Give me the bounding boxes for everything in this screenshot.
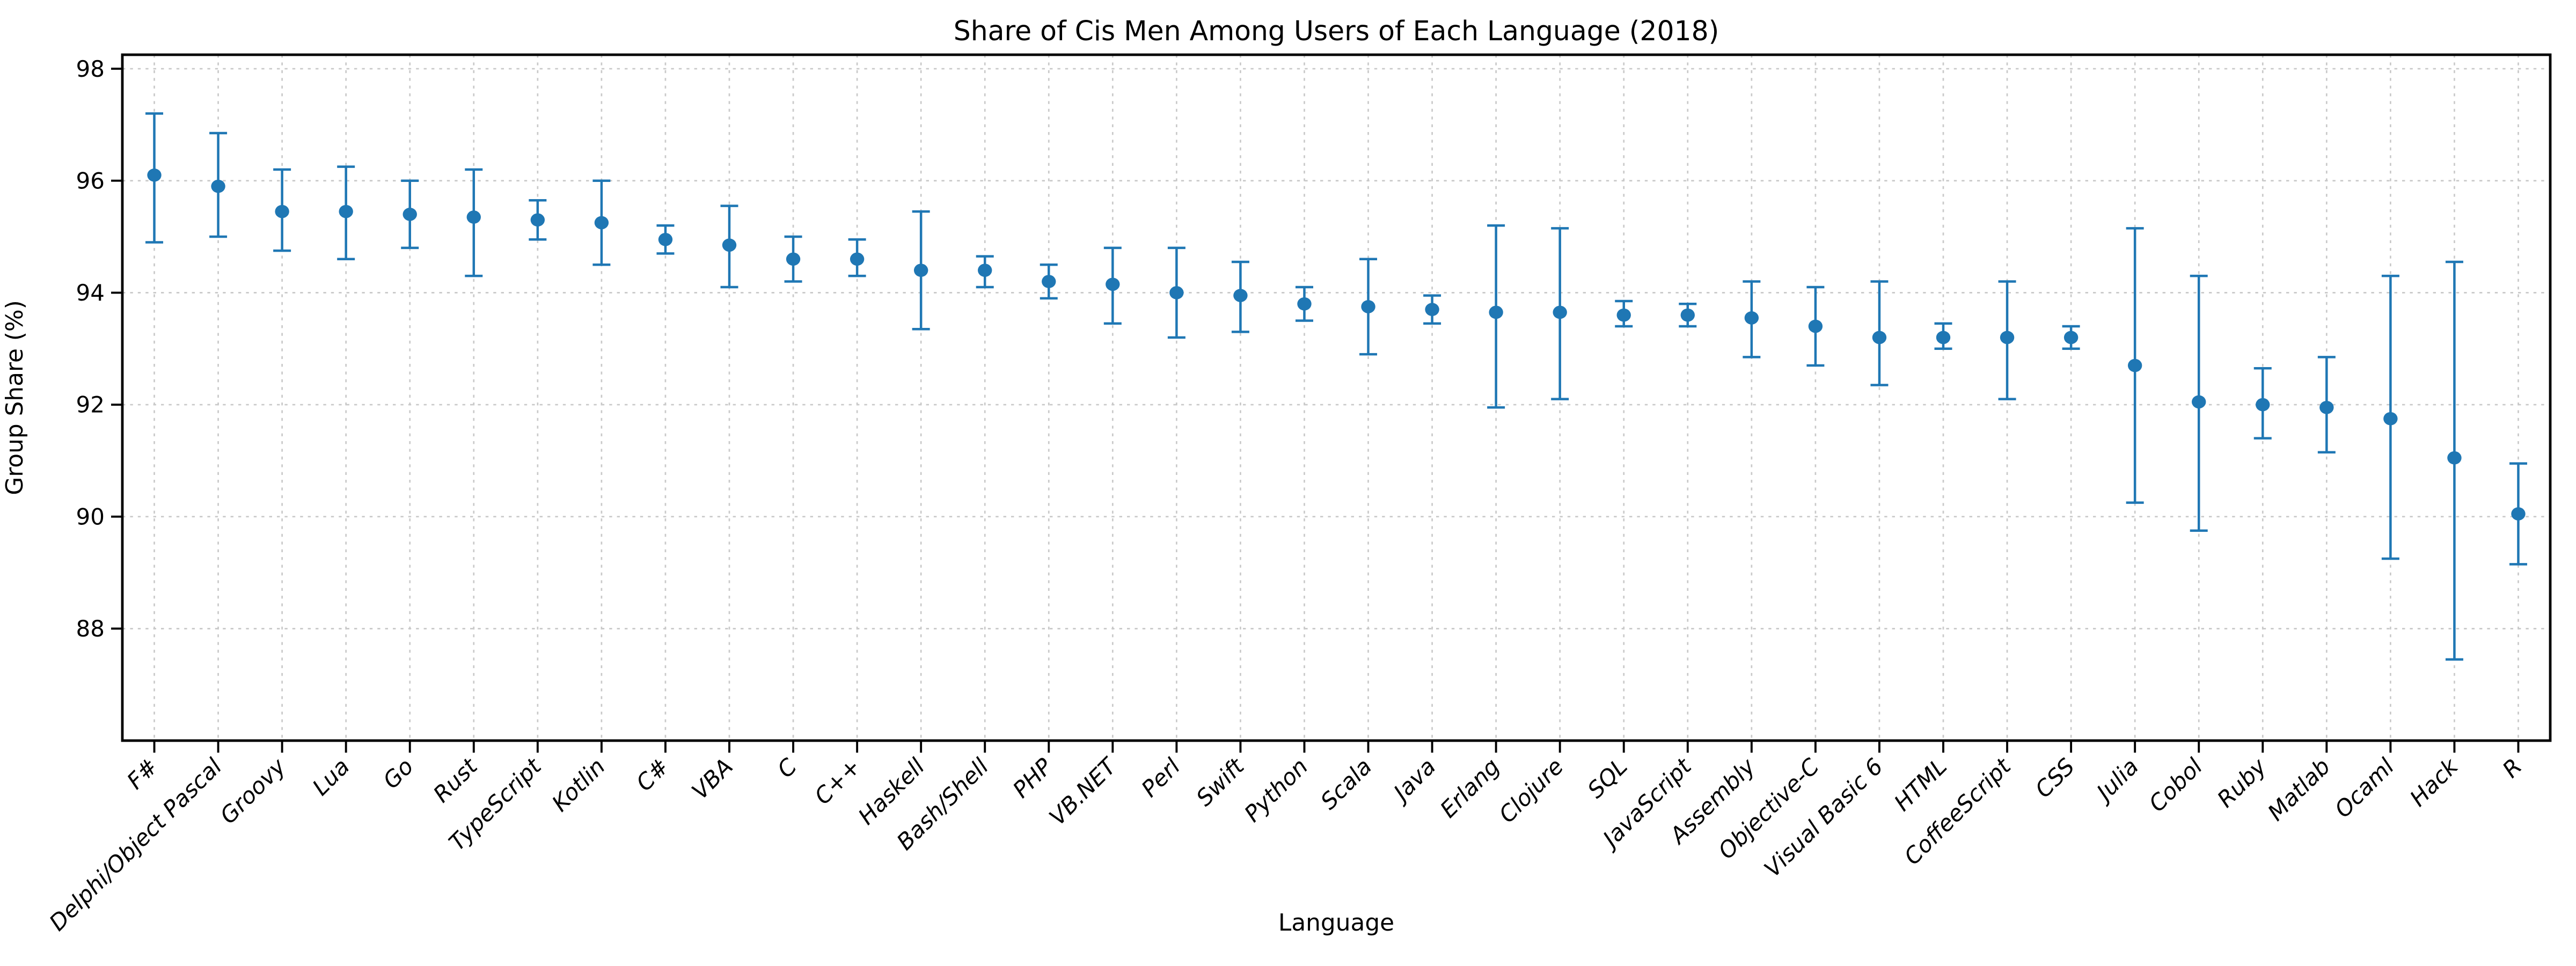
x-tick-label: Python xyxy=(1239,753,1313,827)
y-axis-label: Group Share (%) xyxy=(1,300,28,495)
x-tick-label: Swift xyxy=(1191,752,1249,811)
x-tick-label: F# xyxy=(122,753,163,794)
data-point-marker xyxy=(2319,400,2334,414)
data-point-marker xyxy=(530,213,545,227)
data-point-marker xyxy=(2063,331,2079,345)
x-tick-label: Erlang xyxy=(1435,753,1505,823)
data-point-marker xyxy=(1169,286,1184,299)
x-tick-label: Lua xyxy=(308,753,355,800)
data-point-marker xyxy=(402,208,417,221)
x-tick-label: Java xyxy=(1386,753,1440,808)
x-tick-label: Groovy xyxy=(215,753,291,829)
data-point-marker xyxy=(1425,303,1439,316)
data-point-marker xyxy=(1297,297,1312,311)
data-point-marker xyxy=(466,210,481,224)
x-tick-label: C xyxy=(772,753,802,783)
x-tick-label: Scala xyxy=(1315,753,1377,814)
x-axis-label: Language xyxy=(1278,909,1394,936)
data-point-marker xyxy=(339,204,353,218)
x-tick-label: PHP xyxy=(1008,753,1058,803)
y-tick-label: 92 xyxy=(76,392,105,418)
data-point-marker xyxy=(786,252,801,266)
data-point-marker xyxy=(1872,331,1887,345)
y-tick-label: 94 xyxy=(76,280,105,306)
x-tick-label: VBA xyxy=(686,753,738,804)
data-point-marker xyxy=(594,216,609,230)
x-tick-label: Visual Basic 6 xyxy=(1759,753,1888,882)
data-point-marker xyxy=(1744,311,1759,325)
x-tick-label: SQL xyxy=(1582,753,1632,803)
axes-frame xyxy=(121,53,2552,742)
x-tick-label: CSS xyxy=(2030,753,2080,803)
x-tick-label: Kotlin xyxy=(547,753,610,816)
data-point-marker xyxy=(1680,308,1695,322)
chart-title: Share of Cis Men Among Users of Each Lan… xyxy=(954,15,1719,47)
data-point-marker xyxy=(1936,331,1951,345)
y-tick-label: 88 xyxy=(76,616,105,642)
data-point-marker xyxy=(2511,507,2526,521)
data-point-marker xyxy=(211,179,225,193)
data-point-marker xyxy=(1106,277,1120,291)
x-tick-label: Ruby xyxy=(2212,753,2272,813)
x-tick-label: Ocaml xyxy=(2330,753,2399,823)
data-point-marker xyxy=(1489,305,1503,319)
data-point-marker xyxy=(658,232,673,246)
y-tick-label: 90 xyxy=(76,503,105,530)
data-point-marker xyxy=(2000,331,2015,345)
data-point-marker xyxy=(1361,300,1375,313)
data-point-marker xyxy=(1042,275,1056,288)
x-tick-label: HTML xyxy=(1889,753,1952,816)
data-point-marker xyxy=(913,264,928,277)
data-point-marker xyxy=(2127,358,2142,372)
data-point-marker xyxy=(722,238,737,252)
x-tick-label: Cobol xyxy=(2143,753,2207,817)
x-tick-label: Go xyxy=(378,753,419,794)
x-tick-label: R xyxy=(2497,753,2527,782)
x-tick-label: Clojure xyxy=(1494,753,1568,828)
x-tick-label: Julia xyxy=(2089,753,2143,808)
data-point-marker xyxy=(2447,451,2462,465)
data-point-marker xyxy=(2192,395,2206,409)
data-point-marker xyxy=(275,204,289,218)
data-point-marker xyxy=(2383,412,2398,426)
data-point-marker xyxy=(147,169,162,182)
data-point-marker xyxy=(1553,305,1567,319)
data-point-marker xyxy=(1616,308,1631,322)
x-tick-label: VB.NET xyxy=(1044,752,1122,830)
data-point-marker xyxy=(1808,319,1823,333)
x-tick-label: Matlab xyxy=(2263,753,2335,825)
x-tick-label: Perl xyxy=(1136,753,1185,802)
x-tick-label: Rust xyxy=(428,752,483,807)
x-tick-label: C# xyxy=(631,753,674,796)
y-tick-label: 98 xyxy=(76,56,105,82)
data-point-marker xyxy=(1233,289,1248,302)
data-point-marker xyxy=(850,252,865,266)
x-tick-label: C++ xyxy=(809,753,866,809)
data-point-marker xyxy=(2256,398,2270,412)
y-tick-label: 96 xyxy=(76,167,105,194)
x-tick-label: Hack xyxy=(2405,752,2464,811)
data-point-marker xyxy=(978,264,992,277)
